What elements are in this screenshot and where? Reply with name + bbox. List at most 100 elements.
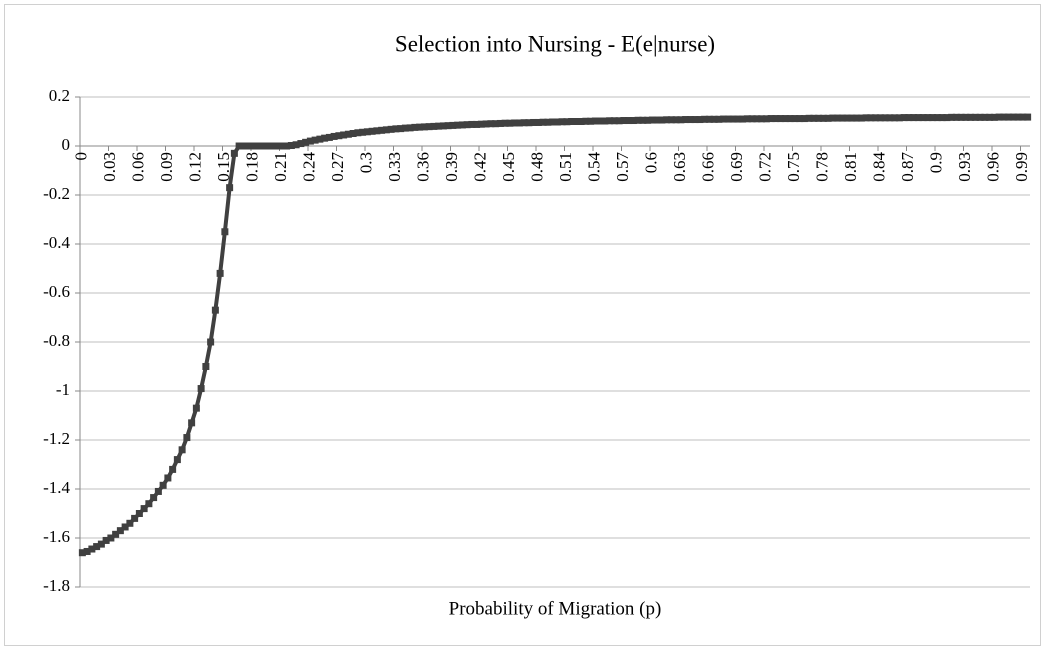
data-marker <box>601 117 609 125</box>
data-marker <box>1009 113 1017 121</box>
data-marker <box>843 114 851 122</box>
data-marker <box>273 142 281 150</box>
data-marker <box>686 116 694 124</box>
data-marker <box>88 545 96 553</box>
data-marker <box>306 137 314 145</box>
y-tick-label: -0.8 <box>43 331 70 350</box>
data-marker <box>254 142 262 150</box>
data-marker <box>663 116 671 124</box>
x-tick-label: 0.09 <box>157 152 176 182</box>
data-marker <box>382 126 390 134</box>
data-marker <box>710 115 718 123</box>
data-marker <box>430 122 438 130</box>
data-marker <box>587 117 595 125</box>
data-marker <box>848 114 856 122</box>
x-tick-label: 0.6 <box>641 152 660 173</box>
data-marker <box>416 123 424 131</box>
data-marker <box>867 114 875 122</box>
data-marker <box>411 123 419 131</box>
data-marker <box>834 114 842 122</box>
data-marker <box>777 115 785 123</box>
y-tick-label: 0 <box>62 135 71 154</box>
data-marker <box>278 142 286 150</box>
data-marker <box>753 115 761 123</box>
data-marker <box>558 118 566 126</box>
data-marker <box>634 116 642 124</box>
data-marker <box>891 114 899 122</box>
data-marker <box>188 419 196 427</box>
x-tick-label: 0.36 <box>413 152 432 182</box>
data-marker <box>192 404 200 412</box>
data-marker <box>705 115 713 123</box>
data-marker <box>615 117 623 125</box>
data-marker <box>990 113 998 121</box>
y-tick-label: -0.2 <box>43 184 70 203</box>
data-marker <box>392 125 400 133</box>
data-marker <box>435 122 443 130</box>
data-marker <box>563 118 571 126</box>
data-marker <box>154 487 162 495</box>
x-tick-label: 0.03 <box>100 152 119 182</box>
data-marker <box>164 474 172 482</box>
data-marker <box>682 116 690 124</box>
data-marker <box>368 127 376 135</box>
data-marker <box>677 116 685 124</box>
data-marker <box>881 114 889 122</box>
data-marker <box>967 113 975 121</box>
y-tick-label: -1.8 <box>43 576 70 595</box>
x-tick-label: 0.51 <box>556 152 575 182</box>
data-marker <box>240 142 248 150</box>
data-marker <box>216 269 224 277</box>
data-marker <box>93 543 101 551</box>
data-marker <box>762 115 770 123</box>
data-marker <box>838 114 846 122</box>
data-marker <box>116 527 124 535</box>
data-marker <box>1005 113 1013 121</box>
x-tick-label: 0.96 <box>983 152 1002 182</box>
data-marker <box>591 117 599 125</box>
data-marker <box>211 306 219 314</box>
data-marker <box>135 510 143 517</box>
data-marker <box>506 119 514 127</box>
data-marker <box>150 494 158 502</box>
data-marker <box>292 141 300 149</box>
x-tick-label: 0.63 <box>670 152 689 182</box>
x-tick-label: 0.45 <box>499 152 518 182</box>
data-marker <box>477 120 485 128</box>
data-marker <box>140 505 148 513</box>
data-marker <box>629 117 637 125</box>
data-marker <box>610 117 618 125</box>
x-tick-label: 0.84 <box>869 152 888 182</box>
data-marker <box>729 115 737 123</box>
x-tick-label: 0.93 <box>955 152 974 182</box>
data-marker <box>245 142 253 150</box>
chart-frame <box>4 4 1041 646</box>
data-marker <box>648 116 656 124</box>
data-marker <box>221 228 229 236</box>
data-marker <box>235 142 243 150</box>
data-marker <box>515 119 523 127</box>
data-marker <box>857 114 865 122</box>
data-marker <box>401 124 409 132</box>
data-marker <box>696 116 704 124</box>
data-marker <box>330 132 338 140</box>
data-marker <box>620 117 628 125</box>
x-tick-label: 0.72 <box>755 152 774 182</box>
data-marker <box>425 123 433 131</box>
data-marker <box>311 136 319 144</box>
data-marker <box>767 115 775 123</box>
x-tick-label: 0.39 <box>442 152 461 182</box>
data-marker <box>914 114 922 122</box>
data-marker <box>943 114 951 122</box>
data-marker <box>226 184 234 192</box>
data-marker <box>910 114 918 122</box>
data-marker <box>145 500 153 508</box>
data-marker <box>933 114 941 122</box>
data-marker <box>1000 113 1008 121</box>
data-marker <box>287 142 295 150</box>
y-tick-label: -0.6 <box>43 282 70 301</box>
data-marker <box>473 120 481 128</box>
data-marker <box>734 115 742 123</box>
data-marker <box>786 115 794 123</box>
